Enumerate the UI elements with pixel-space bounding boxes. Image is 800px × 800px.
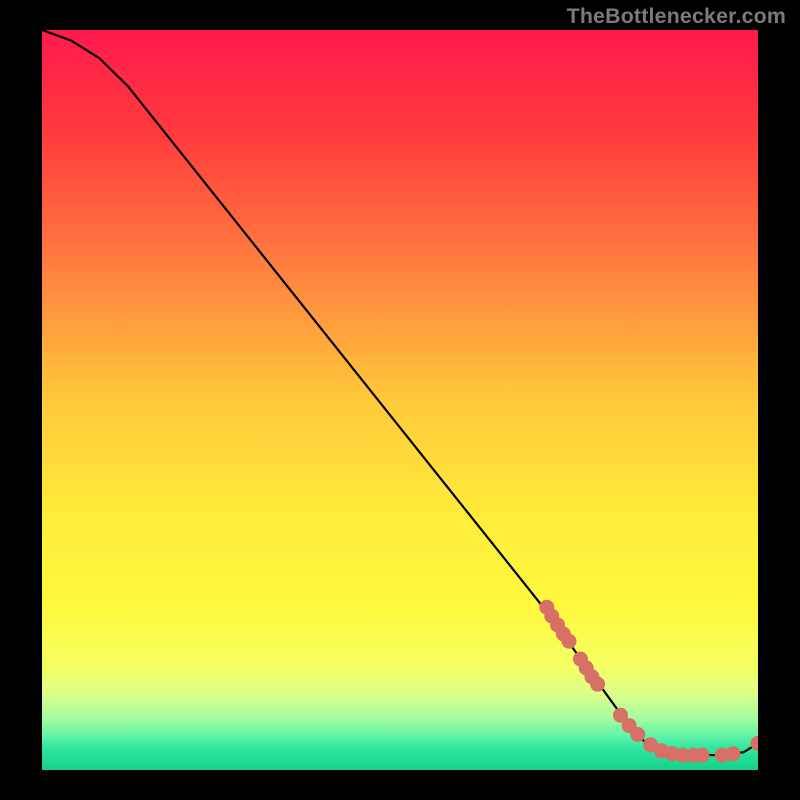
scatter-point xyxy=(561,634,576,649)
scatter-point xyxy=(630,727,645,742)
chart-svg xyxy=(42,30,758,770)
plot-area xyxy=(42,30,758,770)
chart-stage: TheBottlenecker.com xyxy=(0,0,800,800)
watermark-text: TheBottlenecker.com xyxy=(567,4,786,29)
scatter-point xyxy=(590,677,605,692)
scatter-point xyxy=(725,746,740,761)
gradient-background xyxy=(42,30,758,770)
scatter-point xyxy=(695,748,710,763)
